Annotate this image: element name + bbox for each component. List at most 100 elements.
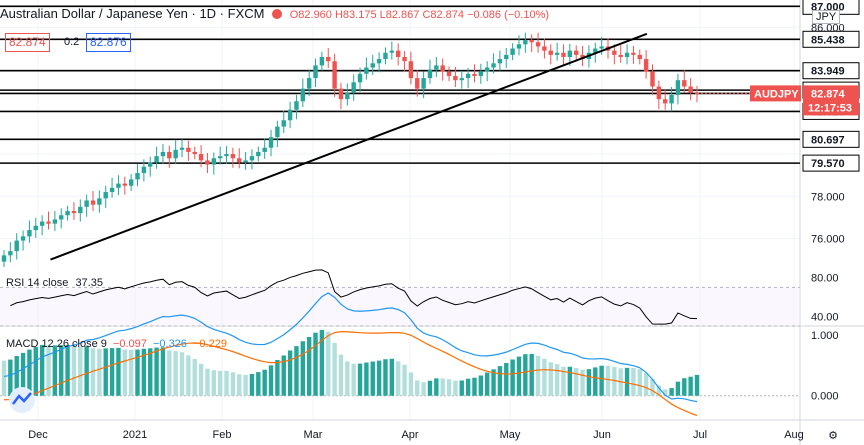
time-tick-4: Apr xyxy=(401,429,418,441)
macd-hist-107 xyxy=(682,378,687,396)
candle-body-27 xyxy=(173,149,178,159)
macd-hist-80 xyxy=(510,359,515,396)
macd-hist-12 xyxy=(78,346,83,396)
macd-hist-88 xyxy=(561,366,566,396)
candle-body-102 xyxy=(650,71,655,87)
macd-hist-18 xyxy=(116,347,121,396)
macd-hist-27 xyxy=(173,351,178,396)
rsi-label: RSI 14 close xyxy=(6,277,69,289)
macd-hist-26 xyxy=(167,350,172,396)
candle-body-26 xyxy=(167,151,172,159)
candle-body-53 xyxy=(338,88,344,100)
candle-body-21 xyxy=(135,173,140,180)
macd-hist-21 xyxy=(135,349,140,396)
macd-tick-0: 1.000 xyxy=(811,330,839,342)
time-tick-6: Jun xyxy=(593,429,611,441)
trendline[interactable] xyxy=(50,32,648,261)
macd-hist-60 xyxy=(383,359,388,396)
candle-body-97 xyxy=(618,54,623,57)
candle-body-101 xyxy=(643,59,649,72)
candle-body-52 xyxy=(332,61,337,89)
macd-hist-52 xyxy=(332,342,337,396)
macd-hist-41 xyxy=(262,369,267,396)
rsi-tick-1: 40.00 xyxy=(811,311,839,323)
candle-body-76 xyxy=(484,67,490,72)
candle-body-31 xyxy=(198,154,204,161)
signal-line xyxy=(3,331,698,417)
price-tag-value: 82.874 xyxy=(811,88,846,100)
macd-hist-50 xyxy=(319,329,325,396)
macd-hist-40 xyxy=(256,372,261,396)
time-axis[interactable]: Dec 2021 Feb Mar Apr May Jun Jul Aug ⚙ xyxy=(28,429,838,442)
macd-hist-98 xyxy=(624,367,630,396)
level-tag-6: 80.697 xyxy=(811,134,845,146)
macd-hist-56 xyxy=(357,363,363,396)
settings-gear-icon[interactable]: ⚙ xyxy=(828,430,838,442)
candle-body-46 xyxy=(294,101,299,110)
candle-body-33 xyxy=(211,158,217,165)
candle-body-12 xyxy=(78,206,83,214)
macd-hist-85 xyxy=(542,358,547,396)
candle-body-74 xyxy=(472,73,477,76)
macd-hist-5 xyxy=(33,347,38,396)
candle-body-61 xyxy=(389,50,395,53)
macd-hist-16 xyxy=(103,348,108,396)
macd-hist-37 xyxy=(237,374,242,396)
candle-body-2 xyxy=(14,240,19,252)
macd-hist-30 xyxy=(192,358,197,396)
macd-pane xyxy=(0,292,800,417)
candle-body-90 xyxy=(574,50,579,55)
macd-hist-63 xyxy=(402,364,407,396)
macd-hist-75 xyxy=(478,375,484,396)
signal-value: −0.326 xyxy=(152,338,187,350)
macd-hist-38 xyxy=(243,374,248,396)
macd-hist-32 xyxy=(205,368,210,396)
horizontal-levels[interactable] xyxy=(0,5,800,164)
macd-hist-77 xyxy=(491,369,496,396)
candle-body-77 xyxy=(491,63,496,68)
candle-body-72 xyxy=(459,78,464,81)
level-tag-bg-1 xyxy=(802,30,860,48)
currency-badge[interactable]: JPY xyxy=(812,10,841,24)
candle-body-71 xyxy=(453,75,458,81)
macd-hist-79 xyxy=(504,362,509,396)
macd-hist-22 xyxy=(141,348,147,396)
macd-legend: MACD 12 26 close 9 −0.097 −0.326 −0.229 xyxy=(6,338,227,350)
macd-hist-61 xyxy=(389,358,395,396)
macd-hist-23 xyxy=(148,348,153,396)
candle-body-93 xyxy=(593,48,598,53)
candle-body-15 xyxy=(97,198,102,205)
macd-hist-13 xyxy=(84,346,89,396)
macd-hist-7 xyxy=(46,345,51,396)
macd-hist-25 xyxy=(160,347,166,396)
macd-hist-104 xyxy=(663,389,668,396)
candle-body-19 xyxy=(122,183,127,186)
candle-body-107 xyxy=(682,80,687,87)
macd-hist-81 xyxy=(516,356,522,396)
macd-hist-51 xyxy=(326,331,331,396)
macd-hist-6 xyxy=(39,345,45,396)
macd-hist-72 xyxy=(459,380,464,396)
macd-hist-8 xyxy=(52,345,58,396)
buy-price[interactable]: 82.876 xyxy=(86,33,131,52)
macd-hist-102 xyxy=(650,379,655,396)
candle-body-56 xyxy=(357,73,363,83)
market-status-icon xyxy=(272,9,283,19)
macd-hist-64 xyxy=(408,372,414,396)
macd-hist-43 xyxy=(275,360,280,396)
price-axis[interactable]: 86.00078.00076.00087.00085.43883.94983.0… xyxy=(802,0,860,403)
sell-price[interactable]: 82.874 xyxy=(5,33,50,52)
candle-body-22 xyxy=(141,166,147,174)
price-tag-bg xyxy=(803,85,859,116)
macd-line xyxy=(3,292,698,403)
candle-body-68 xyxy=(434,65,439,70)
candle-body-50 xyxy=(319,56,325,66)
candle-body-89 xyxy=(567,50,573,57)
candle-body-6 xyxy=(39,221,45,226)
macd-hist-20 xyxy=(128,349,134,396)
macd-hist-89 xyxy=(567,366,573,396)
spread-value: 0.2 xyxy=(64,36,80,48)
candle-body-69 xyxy=(440,65,445,72)
macd-hist-84 xyxy=(535,355,541,396)
